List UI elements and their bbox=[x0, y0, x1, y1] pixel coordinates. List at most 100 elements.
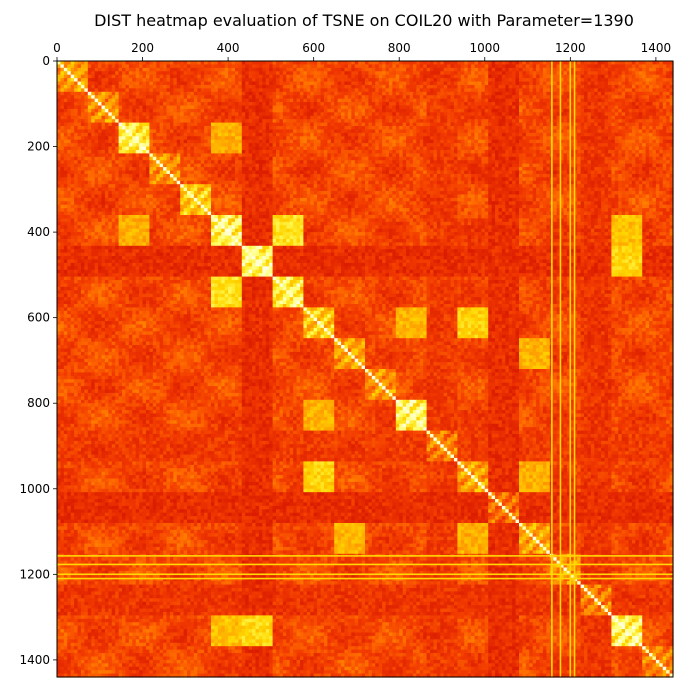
heatmap-cell bbox=[279, 95, 284, 100]
heatmap-cell bbox=[515, 132, 520, 137]
heatmap-cell bbox=[642, 98, 647, 103]
heatmap-cell bbox=[289, 61, 294, 66]
heatmap-cell bbox=[532, 91, 537, 96]
heatmap-cell bbox=[173, 84, 178, 89]
heatmap-cell bbox=[457, 81, 462, 86]
heatmap-cell bbox=[320, 115, 325, 120]
heatmap-cell bbox=[80, 74, 85, 79]
heatmap-cell bbox=[491, 71, 496, 76]
heatmap-cell bbox=[211, 78, 216, 83]
heatmap-cell bbox=[447, 64, 452, 69]
heatmap-cell bbox=[139, 67, 144, 72]
heatmap-cell bbox=[488, 95, 493, 100]
heatmap-cell bbox=[556, 139, 561, 144]
heatmap-cell bbox=[412, 95, 417, 100]
heatmap-cell bbox=[323, 95, 328, 100]
heatmap-cell bbox=[457, 122, 462, 127]
heatmap-cell bbox=[471, 98, 476, 103]
heatmap-cell bbox=[327, 143, 332, 148]
heatmap-cell bbox=[231, 146, 236, 151]
heatmap-cell bbox=[426, 64, 431, 69]
heatmap-cell bbox=[320, 91, 325, 96]
heatmap-cell bbox=[611, 67, 616, 72]
heatmap-cell bbox=[108, 78, 113, 83]
heatmap-cell bbox=[447, 115, 452, 120]
heatmap-cell bbox=[344, 102, 349, 107]
heatmap-cell bbox=[365, 139, 370, 144]
heatmap-cell bbox=[385, 149, 390, 154]
heatmap-cell bbox=[262, 126, 267, 131]
heatmap-cell bbox=[87, 64, 92, 69]
heatmap-cell bbox=[176, 84, 181, 89]
heatmap-cell bbox=[532, 112, 537, 117]
heatmap-cell bbox=[488, 132, 493, 137]
heatmap-cell bbox=[248, 149, 253, 154]
heatmap-cell bbox=[450, 67, 455, 72]
heatmap-cell bbox=[628, 102, 633, 107]
heatmap-cell bbox=[447, 126, 452, 131]
heatmap-cell bbox=[180, 139, 185, 144]
heatmap-cell bbox=[344, 112, 349, 117]
heatmap-cell bbox=[200, 146, 205, 151]
heatmap-cell bbox=[402, 108, 407, 113]
heatmap-cell bbox=[529, 78, 534, 83]
heatmap-cell bbox=[111, 126, 116, 131]
heatmap-cell bbox=[457, 98, 462, 103]
heatmap-cell bbox=[224, 129, 229, 134]
heatmap-cell bbox=[145, 95, 150, 100]
heatmap-cell bbox=[399, 136, 404, 141]
heatmap-cell bbox=[597, 126, 602, 131]
heatmap-cell bbox=[570, 71, 575, 76]
heatmap-cell bbox=[74, 67, 79, 72]
heatmap-cell bbox=[659, 139, 664, 144]
heatmap-cell bbox=[330, 81, 335, 86]
heatmap-cell bbox=[477, 88, 482, 93]
heatmap-cell bbox=[115, 132, 120, 137]
heatmap-cell bbox=[207, 108, 212, 113]
heatmap-cell bbox=[132, 88, 137, 93]
heatmap-cell bbox=[631, 78, 636, 83]
heatmap-cell bbox=[197, 74, 202, 79]
heatmap-cell bbox=[313, 67, 318, 72]
heatmap-cell bbox=[371, 132, 376, 137]
heatmap-cell bbox=[573, 149, 578, 154]
heatmap-cell bbox=[525, 71, 530, 76]
heatmap-cell bbox=[128, 129, 133, 134]
heatmap-cell bbox=[388, 122, 393, 127]
heatmap-cell bbox=[378, 74, 383, 79]
heatmap-cell bbox=[238, 105, 243, 110]
heatmap-cell bbox=[457, 61, 462, 66]
heatmap-cell bbox=[625, 143, 630, 148]
heatmap-cell bbox=[118, 102, 123, 107]
heatmap-cell bbox=[457, 71, 462, 76]
heatmap-cell bbox=[388, 112, 393, 117]
heatmap-cell bbox=[498, 126, 503, 131]
heatmap-cell bbox=[584, 105, 589, 110]
heatmap-cell bbox=[536, 126, 541, 131]
heatmap-cell bbox=[108, 81, 113, 86]
heatmap-cell bbox=[317, 78, 322, 83]
heatmap-cell bbox=[467, 115, 472, 120]
heatmap-cell bbox=[662, 67, 667, 72]
heatmap-cell bbox=[149, 91, 154, 96]
heatmap-cell bbox=[666, 136, 671, 141]
heatmap-cell bbox=[464, 88, 469, 93]
heatmap-cell bbox=[655, 115, 660, 120]
heatmap-cell bbox=[625, 105, 630, 110]
heatmap-cell bbox=[457, 143, 462, 148]
heatmap-cell bbox=[471, 74, 476, 79]
heatmap-cell bbox=[293, 132, 298, 137]
heatmap-cell bbox=[618, 149, 623, 154]
heatmap-cell bbox=[563, 64, 568, 69]
heatmap-cell bbox=[344, 119, 349, 124]
heatmap-cell bbox=[371, 74, 376, 79]
heatmap-cell bbox=[180, 105, 185, 110]
heatmap-cell bbox=[382, 126, 387, 131]
heatmap-cell bbox=[217, 61, 222, 66]
heatmap-cell bbox=[128, 98, 133, 103]
heatmap-cell bbox=[519, 122, 524, 127]
heatmap-cell bbox=[412, 129, 417, 134]
heatmap-cell bbox=[666, 129, 671, 134]
heatmap-cell bbox=[296, 78, 301, 83]
heatmap-cell bbox=[590, 74, 595, 79]
